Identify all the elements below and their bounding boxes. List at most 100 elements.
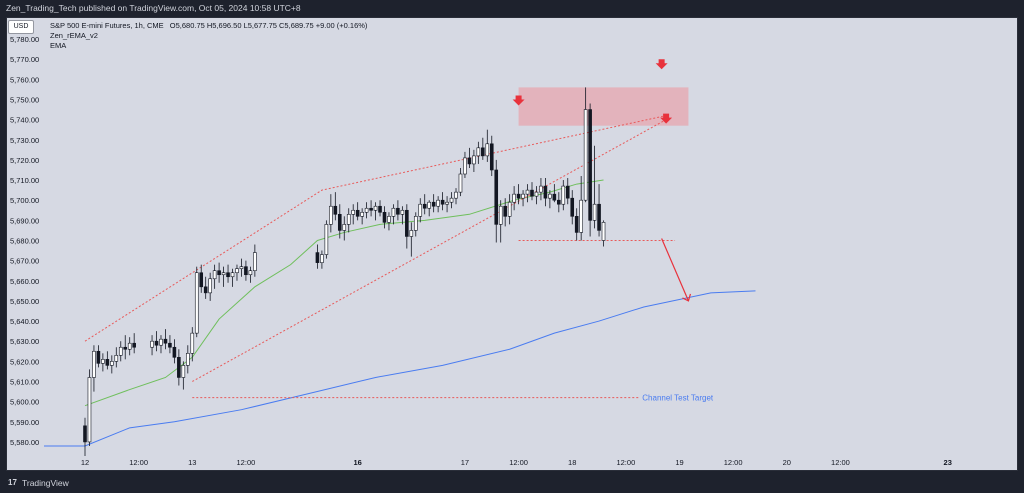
candle-body [355,209,360,217]
candle-body [92,350,96,378]
x-tick-label: 12:00 [616,458,635,467]
y-tick-label: 5,760.00 [10,75,39,84]
channel-test-target-label: Channel Test Target [642,394,714,403]
y-tick-label: 5,600.00 [10,398,39,407]
y-tick-label: 5,650.00 [10,297,39,306]
candle-body [552,193,557,201]
candle-body [454,191,458,199]
candle-body [467,157,472,165]
indicator-zen-rema[interactable]: Zen_rEMA_v2 [50,31,98,40]
candle-body [561,185,566,205]
y-tick-label: 5,720.00 [10,156,39,165]
x-tick-label: 12:00 [509,458,528,467]
candle-body [181,365,186,378]
footer-bar: 17 TradingView [0,473,1024,493]
candle-body [463,157,467,175]
tradingview-logo-icon: 17 [8,478,17,487]
candle-body [163,338,168,344]
candle-body [154,340,159,346]
currency-button[interactable]: USD [8,20,34,34]
candle-body [583,109,588,201]
down-arrow-icon [512,95,525,106]
candle-body [110,361,114,366]
x-tick-label: 23 [944,458,952,467]
candle-body [405,209,409,237]
candle-body [96,350,101,364]
down-arrow-icon [660,113,673,124]
candle-body [391,207,396,217]
ohlc-values: O5,680.75 H5,696.50 L5,677.75 C5,689.75 … [169,21,368,30]
candle-body [481,147,485,157]
candle-body [530,189,534,197]
candle-body [485,143,490,157]
candle-body [324,224,329,255]
candle-body [127,342,132,350]
candle-body [177,357,181,378]
candle-body [199,272,204,288]
y-tick-label: 5,680.00 [10,236,39,245]
y-tick-label: 5,780.00 [10,35,39,44]
candle-body [235,268,239,274]
y-tick-label: 5,620.00 [10,357,39,366]
x-tick-label: 18 [568,458,576,467]
candle-body [114,355,119,362]
candle-body [333,205,338,215]
candle-body [543,185,548,199]
candle-body [337,213,342,231]
candle-body [346,213,351,225]
candle-body [503,205,507,217]
projection-arrow-head-icon [682,293,692,302]
candle-body [548,193,552,199]
chart-area[interactable] [6,17,1018,471]
channel-lower-line [192,119,667,382]
x-tick-label: 12:00 [724,458,743,467]
candle-body [168,342,172,348]
candle-body [476,147,481,157]
candle-body [516,193,521,199]
candle-body [592,203,597,221]
candle-body [597,203,601,231]
candle-body [422,203,427,209]
candle-body [440,199,445,205]
candle-body [521,193,525,199]
candle-body [565,185,570,199]
y-tick-label: 5,590.00 [10,418,39,427]
candle-body [320,254,324,263]
candle-body [190,332,195,354]
indicator-ema[interactable]: EMA [50,41,67,50]
candle-body [105,359,110,366]
y-tick-label: 5,580.00 [10,438,39,447]
candle-body [498,205,503,225]
y-tick-label: 5,700.00 [10,196,39,205]
candle-body [172,346,177,358]
candle-body [588,109,592,221]
candle-body [244,266,248,276]
publish-header: Zen_Trading_Tech published on TradingVie… [0,0,1024,17]
candle-body [150,340,154,348]
candle-body [203,286,208,294]
candle-body [221,272,226,276]
y-tick-label: 5,730.00 [10,136,39,145]
candle-body [132,342,136,348]
candle-body [101,359,105,364]
y-tick-label: 5,640.00 [10,317,39,326]
candle-body [217,270,221,276]
candle-body [539,185,543,193]
candle-body [118,346,123,356]
candle-body [239,266,244,269]
y-tick-label: 5,670.00 [10,257,39,266]
y-tick-label: 5,770.00 [10,55,39,64]
candle-body [507,201,512,217]
candle-body [449,197,454,203]
candle-body [123,346,128,350]
channel-upper-line [84,115,667,342]
candle-body [351,209,356,215]
resistance-zone [518,87,689,126]
x-tick-label: 13 [188,458,196,467]
candle-body [159,338,163,346]
symbol-title: S&P 500 E-mini Futures, 1h, CME [50,21,164,30]
x-tick-label: 20 [783,458,791,467]
candle-body [373,205,378,211]
candle-body [212,270,217,280]
